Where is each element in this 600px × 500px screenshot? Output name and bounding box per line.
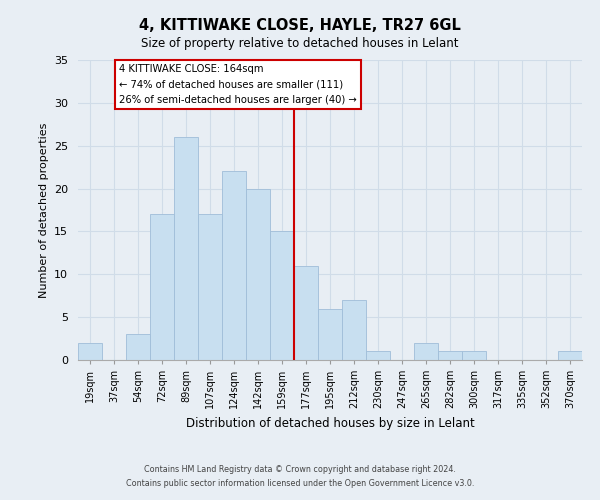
Bar <box>438 352 462 360</box>
Bar <box>270 232 294 360</box>
Bar <box>414 343 438 360</box>
Bar <box>558 352 582 360</box>
Text: Contains HM Land Registry data © Crown copyright and database right 2024.
Contai: Contains HM Land Registry data © Crown c… <box>126 466 474 487</box>
Bar <box>198 214 222 360</box>
Bar <box>462 352 486 360</box>
Bar <box>78 343 102 360</box>
Bar <box>150 214 174 360</box>
Bar <box>366 352 390 360</box>
Bar <box>318 308 342 360</box>
Text: 4 KITTIWAKE CLOSE: 164sqm
← 74% of detached houses are smaller (111)
26% of semi: 4 KITTIWAKE CLOSE: 164sqm ← 74% of detac… <box>119 64 356 106</box>
Bar <box>174 137 198 360</box>
Bar <box>246 188 270 360</box>
Bar <box>126 334 150 360</box>
Bar <box>294 266 318 360</box>
Text: 4, KITTIWAKE CLOSE, HAYLE, TR27 6GL: 4, KITTIWAKE CLOSE, HAYLE, TR27 6GL <box>139 18 461 32</box>
Text: Size of property relative to detached houses in Lelant: Size of property relative to detached ho… <box>141 38 459 51</box>
X-axis label: Distribution of detached houses by size in Lelant: Distribution of detached houses by size … <box>185 416 475 430</box>
Y-axis label: Number of detached properties: Number of detached properties <box>38 122 49 298</box>
Bar <box>222 172 246 360</box>
Bar <box>342 300 366 360</box>
